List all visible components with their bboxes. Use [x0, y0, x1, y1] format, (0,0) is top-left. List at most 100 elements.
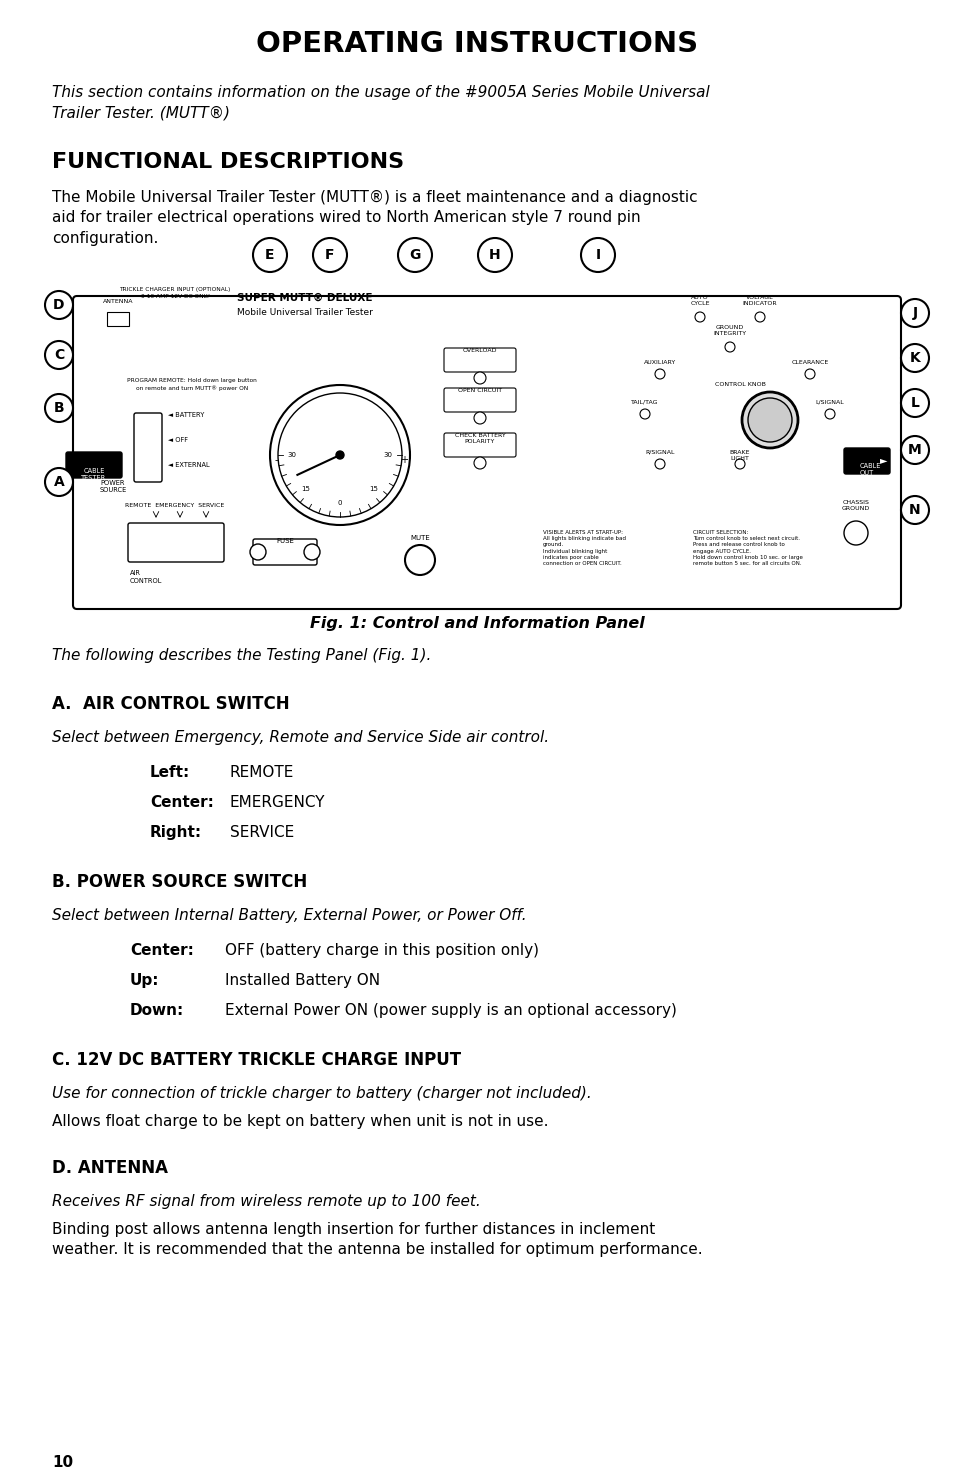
Text: Binding post allows antenna length insertion for further distances in inclement
: Binding post allows antenna length inser… — [52, 1221, 702, 1257]
Text: C. 12V DC BATTERY TRICKLE CHARGE INPUT: C. 12V DC BATTERY TRICKLE CHARGE INPUT — [52, 1052, 460, 1069]
Circle shape — [655, 369, 664, 379]
Text: ANTENNA: ANTENNA — [103, 299, 133, 304]
Text: CHECK BATTERY
POLARITY: CHECK BATTERY POLARITY — [455, 434, 505, 444]
Text: CLEARANCE: CLEARANCE — [791, 360, 828, 364]
Circle shape — [824, 409, 834, 419]
Text: Right:: Right: — [150, 825, 202, 839]
Text: CABLE
OUT: CABLE OUT — [859, 463, 881, 476]
Circle shape — [900, 496, 928, 524]
Text: D: D — [53, 298, 65, 313]
Circle shape — [253, 237, 287, 271]
Text: The Mobile Universal Trailer Tester (MUTT®) is a fleet maintenance and a diagnos: The Mobile Universal Trailer Tester (MUT… — [52, 190, 697, 246]
Circle shape — [304, 544, 319, 560]
Text: +: + — [399, 454, 408, 465]
Text: OFF (battery charge in this position only): OFF (battery charge in this position onl… — [225, 943, 538, 957]
Text: Center:: Center: — [150, 795, 213, 810]
Circle shape — [900, 437, 928, 465]
Text: A.  AIR CONTROL SWITCH: A. AIR CONTROL SWITCH — [52, 695, 290, 712]
Text: on remote and turn MUTT® power ON: on remote and turn MUTT® power ON — [135, 385, 248, 391]
Circle shape — [405, 544, 435, 575]
Text: 15: 15 — [369, 485, 378, 493]
Text: VOLTAGE
INDICATOR: VOLTAGE INDICATOR — [741, 295, 777, 305]
Circle shape — [45, 394, 73, 422]
Text: B: B — [53, 401, 64, 414]
Circle shape — [45, 468, 73, 496]
Text: TRICKLE CHARGER INPUT (OPTIONAL): TRICKLE CHARGER INPUT (OPTIONAL) — [119, 288, 231, 292]
Text: TAIL/TAG: TAIL/TAG — [631, 400, 659, 406]
Text: Installed Battery ON: Installed Battery ON — [225, 974, 379, 988]
Text: CONTROL KNOB: CONTROL KNOB — [714, 382, 764, 386]
Text: L/SIGNAL: L/SIGNAL — [815, 400, 843, 406]
Text: 10: 10 — [52, 1454, 73, 1471]
Text: Up:: Up: — [130, 974, 159, 988]
Text: Left:: Left: — [150, 766, 190, 780]
Text: External Power ON (power supply is an optional accessory): External Power ON (power supply is an op… — [225, 1003, 677, 1018]
Text: M: M — [907, 442, 921, 457]
Circle shape — [335, 451, 344, 459]
FancyBboxPatch shape — [107, 313, 129, 326]
Text: PROGRAM REMOTE: Hold down large button: PROGRAM REMOTE: Hold down large button — [127, 378, 256, 384]
FancyBboxPatch shape — [66, 451, 122, 478]
Text: EMERGENCY: EMERGENCY — [230, 795, 325, 810]
Text: D. ANTENNA: D. ANTENNA — [52, 1159, 168, 1177]
Text: ◄ BATTERY: ◄ BATTERY — [168, 412, 204, 417]
Circle shape — [734, 459, 744, 469]
Circle shape — [250, 544, 266, 560]
Text: VISIBLE ALERTS AT START-UP:
All lights blinking indicate bad
ground.
Individual : VISIBLE ALERTS AT START-UP: All lights b… — [542, 530, 625, 566]
FancyBboxPatch shape — [133, 413, 162, 482]
Text: REMOTE: REMOTE — [230, 766, 294, 780]
Circle shape — [477, 237, 512, 271]
Circle shape — [474, 372, 485, 384]
Text: AUTO
CYCLE: AUTO CYCLE — [690, 295, 709, 305]
Circle shape — [695, 313, 704, 322]
FancyBboxPatch shape — [443, 388, 516, 412]
Text: The following describes the Testing Panel (Fig. 1).: The following describes the Testing Pane… — [52, 648, 431, 662]
Circle shape — [270, 385, 410, 525]
Text: K: K — [908, 351, 920, 364]
Text: POWER
SOURCE: POWER SOURCE — [99, 479, 127, 493]
Text: 30: 30 — [383, 451, 392, 459]
Circle shape — [900, 389, 928, 417]
Text: 0-10 AMP 12V DC ONLY: 0-10 AMP 12V DC ONLY — [140, 294, 209, 299]
FancyBboxPatch shape — [443, 348, 516, 372]
Text: BRAKE
LIGHT: BRAKE LIGHT — [729, 450, 749, 460]
Circle shape — [277, 392, 401, 518]
Text: N: N — [908, 503, 920, 518]
FancyBboxPatch shape — [253, 538, 316, 565]
Text: E: E — [265, 248, 274, 263]
Text: SUPER MUTT® DELUXE: SUPER MUTT® DELUXE — [237, 294, 373, 302]
Text: CABLE
TESTER: CABLE TESTER — [81, 468, 107, 481]
Text: AIR: AIR — [130, 569, 141, 577]
Text: SERVICE: SERVICE — [230, 825, 294, 839]
Text: -: - — [274, 454, 277, 465]
Text: OVERLOAD: OVERLOAD — [462, 348, 497, 353]
Circle shape — [900, 299, 928, 327]
Text: CONTROL: CONTROL — [130, 578, 162, 584]
Text: ►: ► — [880, 454, 887, 465]
Text: I: I — [595, 248, 600, 263]
Circle shape — [747, 398, 791, 442]
Circle shape — [804, 369, 814, 379]
Text: REMOTE  EMERGENCY  SERVICE: REMOTE EMERGENCY SERVICE — [125, 503, 224, 507]
Text: 30: 30 — [287, 451, 296, 459]
Text: Receives RF signal from wireless remote up to 100 feet.: Receives RF signal from wireless remote … — [52, 1193, 480, 1210]
Text: Allows float charge to be kept on battery when unit is not in use.: Allows float charge to be kept on batter… — [52, 1114, 548, 1128]
Text: FUSE: FUSE — [275, 538, 294, 544]
Circle shape — [45, 341, 73, 369]
Text: FUNCTIONAL DESCRIPTIONS: FUNCTIONAL DESCRIPTIONS — [52, 152, 404, 173]
Circle shape — [900, 344, 928, 372]
Text: MUTE: MUTE — [410, 535, 430, 541]
Circle shape — [741, 392, 797, 448]
Text: This section contains information on the usage of the #9005A Series Mobile Unive: This section contains information on the… — [52, 86, 709, 121]
Text: AUXILIARY: AUXILIARY — [643, 360, 676, 364]
Text: ◄ EXTERNAL: ◄ EXTERNAL — [168, 462, 210, 468]
Text: B. POWER SOURCE SWITCH: B. POWER SOURCE SWITCH — [52, 873, 307, 891]
Circle shape — [639, 409, 649, 419]
Circle shape — [474, 412, 485, 423]
FancyBboxPatch shape — [128, 524, 224, 562]
Circle shape — [45, 291, 73, 319]
Text: F: F — [325, 248, 335, 263]
Text: CHASSIS
GROUND: CHASSIS GROUND — [841, 500, 869, 510]
Circle shape — [397, 237, 432, 271]
Text: Fig. 1: Control and Information Panel: Fig. 1: Control and Information Panel — [310, 617, 643, 631]
